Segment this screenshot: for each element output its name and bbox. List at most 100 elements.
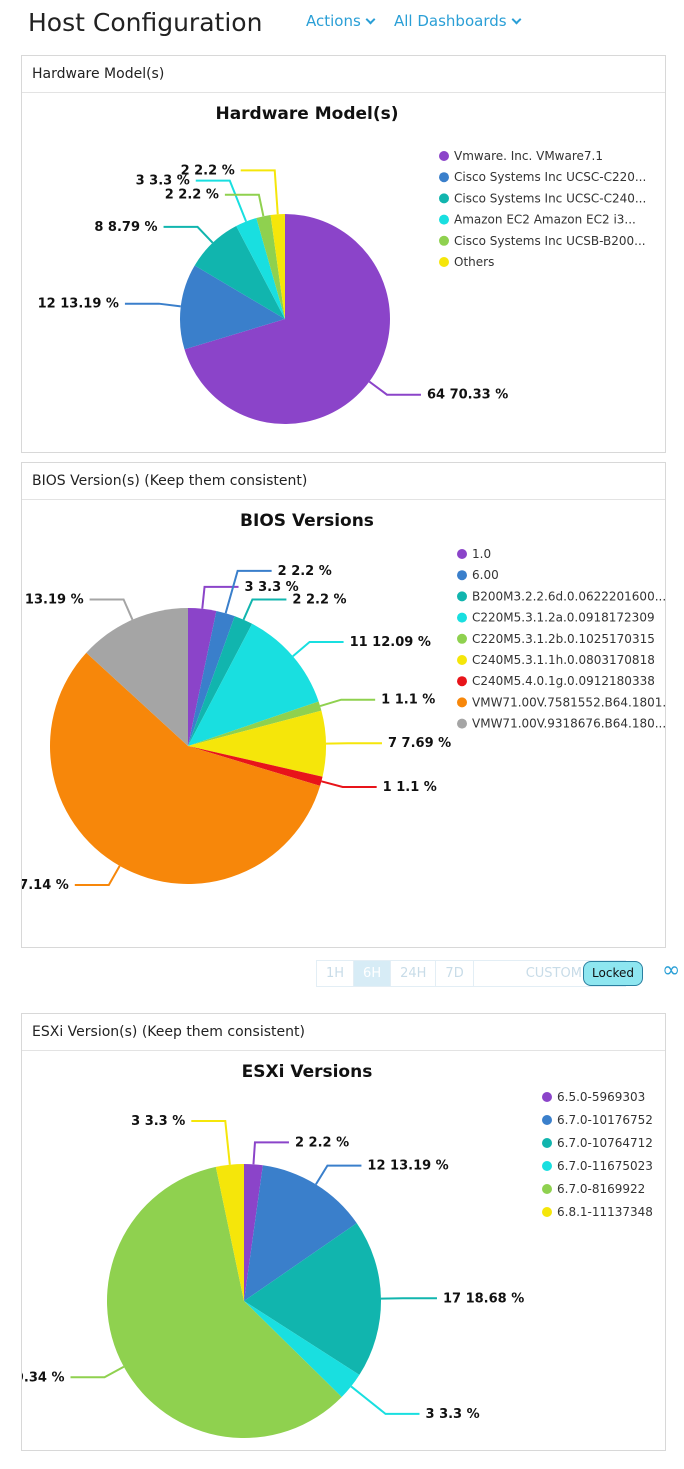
leader-line [224, 193, 265, 217]
pie-slice [50, 652, 321, 884]
legend-label: 6.00 [472, 568, 499, 582]
legend-label: 6.7.0-11675023 [557, 1159, 653, 1173]
pie-slice [244, 1223, 382, 1375]
data-label: 3 3.3 % [136, 174, 190, 189]
data-label: 3 3.3 % [245, 580, 299, 595]
legend-label: VMW71.00V.7581552.B64.1801... [472, 695, 665, 709]
legend-label: Vmware. Inc. VMware7.1 [454, 149, 603, 163]
data-label: 12 13.19 % [22, 593, 84, 608]
legend-swatch [542, 1161, 552, 1171]
leader-line [124, 302, 181, 308]
legend-label: Cisco Systems Inc UCSB-B200... [454, 234, 646, 248]
pie-slice [244, 1165, 357, 1301]
data-label: 7 7.69 % [388, 736, 451, 751]
data-label: 12 13.19 % [367, 1159, 448, 1174]
pie-slice [188, 616, 253, 746]
pie-slice [236, 217, 285, 319]
legend-label: 6.7.0-8169922 [557, 1182, 645, 1196]
actions-menu[interactable]: Actions [306, 12, 374, 30]
legend-label: Amazon EC2 Amazon EC2 i3... [454, 213, 636, 227]
range-button[interactable]: 6H [354, 961, 392, 986]
legend-label: C240M5.3.1.1h.0.0803170818 [472, 653, 655, 667]
page-title: Host Configuration [28, 8, 263, 37]
range-button[interactable]: 7D [436, 961, 474, 986]
leader-line [368, 380, 421, 396]
panel-title: ESXi Version(s) (Keep them consistent) [22, 1014, 665, 1051]
legend-label: Others [454, 255, 494, 269]
legend-label: 1.0 [472, 547, 491, 561]
data-label: 54 59.34 % [22, 1370, 65, 1385]
leader-line [242, 598, 287, 621]
legend-label: 6.7.0-10176752 [557, 1113, 653, 1127]
legend-swatch [439, 257, 449, 267]
panel-title: Hardware Model(s) [22, 56, 665, 93]
pie-slice [256, 214, 285, 319]
chart-title: ESXi Versions [242, 1062, 373, 1082]
leader-line [163, 225, 214, 244]
legend-swatch [542, 1092, 552, 1102]
pie-slice [188, 608, 217, 746]
data-label: 1 1.1 % [381, 693, 435, 708]
link-icon[interactable]: ∞ [662, 958, 681, 983]
leader-line [191, 1119, 231, 1165]
legend-swatch [457, 655, 467, 665]
leader-line [195, 179, 248, 222]
leader-line [240, 169, 279, 215]
leader-line [252, 1141, 289, 1165]
legend-label: 6.5.0-5969303 [557, 1090, 645, 1104]
legend-label: C240M5.4.0.1g.0.0912180338 [472, 674, 655, 688]
leader-line [315, 1164, 362, 1185]
legend-swatch [542, 1184, 552, 1194]
data-label: 52 57.14 % [22, 878, 69, 893]
pie-slice [194, 226, 285, 319]
panel: BIOS Version(s) (Keep them consistent) BI… [0, 462, 674, 948]
data-label: 11 12.09 % [350, 635, 431, 650]
leader-line [70, 1365, 125, 1379]
data-label: 2 2.2 % [181, 163, 235, 178]
leader-line [321, 780, 377, 788]
pie-slice [188, 746, 323, 786]
lock-button[interactable]: Locked [583, 961, 643, 986]
leader-line [350, 1385, 420, 1415]
pie-slice [180, 265, 285, 350]
data-label: 2 2.2 % [165, 188, 219, 203]
range-button[interactable]: 1H [317, 961, 355, 986]
legend-label: 6.7.0-10764712 [557, 1136, 653, 1150]
legend-swatch [439, 151, 449, 161]
leader-line [292, 640, 344, 658]
legend-label: VMW71.00V.9318676.B64.180... [472, 717, 665, 731]
data-label: 17 18.68 % [443, 1291, 524, 1306]
pie-slice [270, 214, 285, 319]
legend-swatch [439, 235, 449, 246]
legend-swatch [439, 193, 449, 204]
leader-line [74, 865, 121, 887]
pie-slice [188, 610, 235, 746]
chart-title: BIOS Versions [240, 511, 374, 531]
legend-swatch [439, 214, 449, 225]
legend-swatch [457, 697, 467, 708]
data-label: 2 2.2 % [278, 564, 332, 579]
leader-line [89, 598, 134, 621]
chart: Hardware Model(s) 64 70.33 % 12 13.19 % 8 8… [38, 104, 646, 424]
chart: ESXi Versions 2 2.2 % 12 13.19 % 17 18.68 %… [0, 1062, 653, 1438]
pie-slice [215, 1164, 244, 1301]
data-label: 3 3.3 % [131, 1114, 185, 1129]
panel: Hardware Model(s) Hardware Model(s) 64 70.… [21, 55, 666, 453]
legend-swatch [457, 612, 467, 623]
time-range-bar: 1H 6H 24H 7D CUSTOM [316, 960, 626, 987]
chart-title: Hardware Model(s) [215, 104, 398, 124]
legend-swatch [439, 172, 449, 183]
data-label: 12 13.19 % [38, 297, 119, 312]
legend-label: Cisco Systems Inc UCSC-C220... [454, 170, 646, 184]
data-label: 3 3.3 % [426, 1407, 480, 1422]
data-label: 64 70.33 % [427, 388, 508, 403]
panel: ESXi Version(s) (Keep them consistent) ES… [0, 1013, 666, 1451]
legend-label: B200M3.2.2.6d.0.0622201600... [472, 589, 665, 603]
dashboards-menu[interactable]: All Dashboards [394, 12, 520, 30]
legend-swatch [457, 549, 467, 559]
legend-swatch [542, 1115, 552, 1125]
range-button[interactable]: 24H [391, 961, 437, 986]
leader-line [224, 569, 272, 614]
pie-slice [188, 701, 322, 746]
